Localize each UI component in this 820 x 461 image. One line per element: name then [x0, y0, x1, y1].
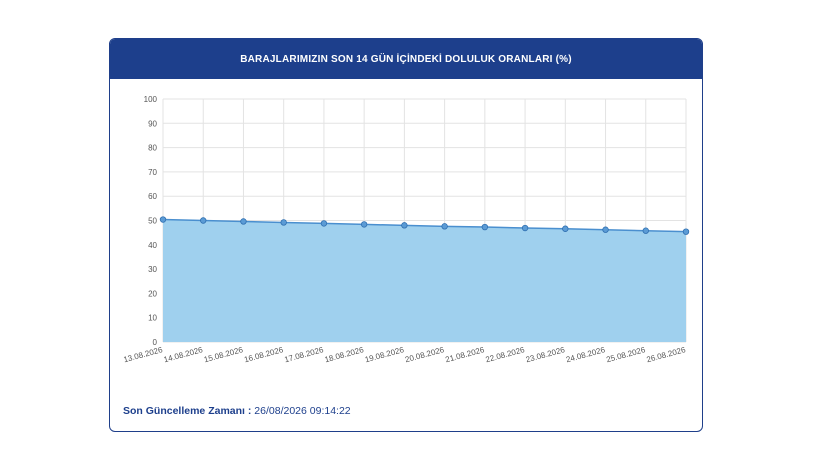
x-tick-label: 22.08.2026 — [485, 345, 527, 364]
data-point — [159, 216, 167, 223]
last-update: Son Güncelleme Zamanı : 26/08/2026 09:14… — [123, 405, 351, 417]
chart-card: BARAJLARIMIZIN SON 14 GÜN İÇİNDEKİ DOLUL… — [109, 38, 703, 432]
data-point — [602, 226, 609, 233]
data-point — [441, 223, 448, 230]
data-point — [481, 223, 489, 231]
y-tick-label: 60 — [148, 192, 157, 201]
x-tick-label: 23.08.2026 — [525, 345, 567, 364]
last-update-label: Son Güncelleme Zamanı : — [123, 405, 252, 417]
y-tick-label: 10 — [148, 314, 157, 323]
data-point — [521, 224, 529, 232]
y-tick-label: 0 — [153, 338, 158, 347]
series-line — [162, 218, 687, 233]
data-point — [562, 225, 569, 232]
y-tick-label: 30 — [148, 265, 157, 274]
y-tick-label: 20 — [148, 289, 157, 298]
area-fill — [163, 219, 686, 342]
x-tick-label: 20.08.2026 — [404, 345, 446, 364]
data-point — [280, 219, 287, 226]
chart-title: BARAJLARIMIZIN SON 14 GÜN İÇİNDEKİ DOLUL… — [240, 53, 572, 65]
data-point — [401, 222, 408, 229]
data-point — [682, 228, 690, 235]
x-tick-label: 13.08.2026 — [123, 345, 165, 364]
y-tick-label: 70 — [148, 168, 157, 177]
x-tick-label: 15.08.2026 — [203, 345, 245, 364]
x-tick-label: 19.08.2026 — [364, 345, 406, 364]
y-tick-label: 80 — [148, 144, 157, 153]
chart-header: BARAJLARIMIZIN SON 14 GÜN İÇİNDEKİ DOLUL… — [110, 39, 702, 79]
data-point — [642, 227, 649, 234]
data-point — [240, 218, 247, 225]
x-tick-label: 16.08.2026 — [243, 345, 285, 364]
x-tick-label: 17.08.2026 — [283, 345, 325, 364]
data-point — [320, 220, 328, 227]
x-tick-label: 26.08.2026 — [646, 345, 688, 364]
x-tick-label: 18.08.2026 — [324, 345, 366, 364]
x-tick-label: 25.08.2026 — [605, 345, 647, 364]
y-tick-label: 40 — [148, 241, 157, 250]
last-update-value: 26/08/2026 09:14:22 — [254, 405, 351, 417]
y-tick-label: 90 — [148, 119, 157, 128]
data-point — [200, 217, 207, 224]
x-tick-label: 21.08.2026 — [444, 345, 486, 364]
x-tick-label: 24.08.2026 — [565, 345, 607, 364]
fill-rate-chart: 0 10 20 30 40 50 60 70 80 90 100 13.08.2026 14.08.20… — [123, 95, 690, 364]
data-point — [360, 221, 368, 228]
y-tick-label: 100 — [144, 95, 158, 104]
x-tick-label: 14.08.2026 — [163, 345, 205, 364]
y-tick-label: 50 — [148, 217, 157, 226]
chart-area: 0 10 20 30 40 50 60 70 80 90 100 13.08.2026 14.08.20… — [110, 79, 702, 379]
